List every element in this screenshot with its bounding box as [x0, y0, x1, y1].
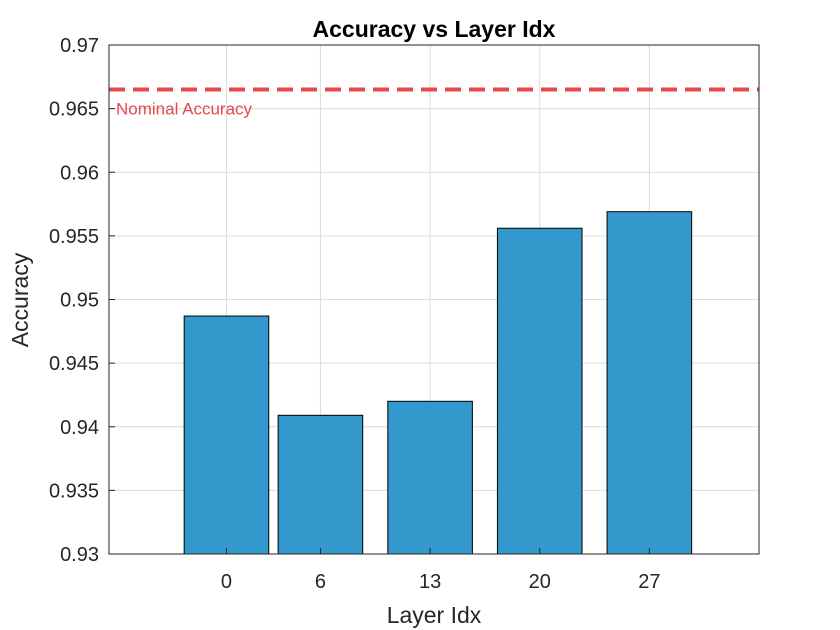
chart-title: Accuracy vs Layer Idx — [313, 16, 556, 42]
y-tick-label: 0.93 — [60, 544, 99, 566]
bars-group — [183, 211, 693, 555]
x-tick-label: 6 — [315, 571, 326, 593]
bar-0 — [183, 315, 270, 555]
x-axis-label: Layer Idx — [387, 602, 482, 628]
y-axis-label: Accuracy — [7, 252, 33, 347]
y-tick-label: 0.965 — [49, 99, 99, 121]
nominal-accuracy-label: Nominal Accuracy — [116, 100, 253, 119]
x-axis-ticks: 0 6 13 20 27 — [221, 548, 660, 593]
y-tick-label: 0.935 — [49, 480, 99, 502]
y-tick-label: 0.94 — [60, 417, 99, 439]
bar-27 — [606, 211, 693, 555]
bar-20 — [496, 227, 583, 555]
bar-6 — [277, 414, 364, 555]
y-tick-label: 0.96 — [60, 162, 99, 184]
y-tick-label: 0.97 — [60, 35, 99, 57]
y-tick-label: 0.955 — [49, 226, 99, 248]
y-tick-label: 0.95 — [60, 290, 99, 312]
x-tick-label: 13 — [419, 571, 441, 593]
bar-13 — [387, 400, 473, 555]
x-tick-label: 20 — [529, 571, 551, 593]
x-tick-label: 0 — [221, 571, 232, 593]
x-tick-label: 27 — [638, 571, 660, 593]
y-tick-label: 0.945 — [49, 353, 99, 375]
y-axis-ticks: 0.93 0.935 0.94 0.945 0.95 0.955 0.96 0.965 0.97 — [49, 35, 115, 566]
reference-line-group: Nominal Accuracy — [109, 87, 759, 119]
